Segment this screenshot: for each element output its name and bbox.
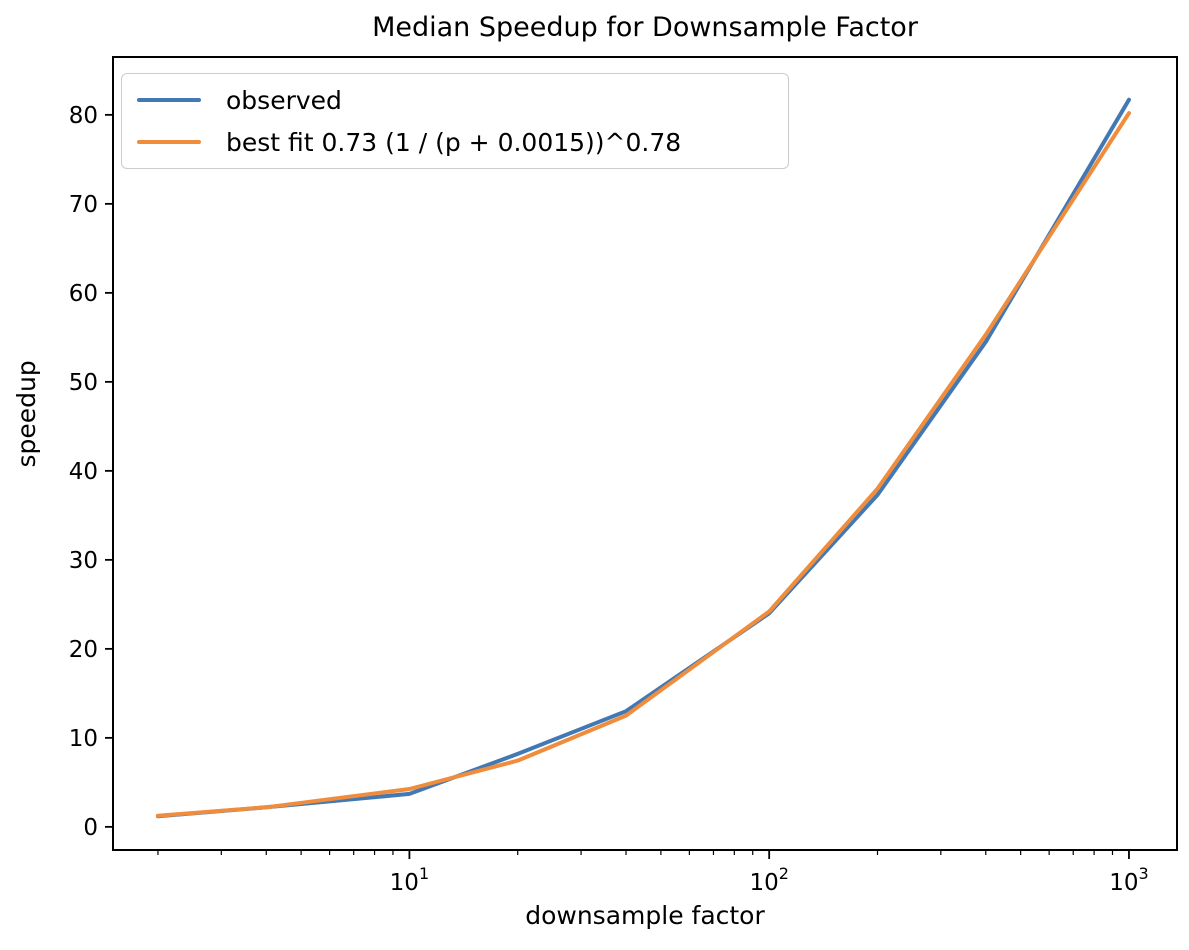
y-tick-label: 40 [69,459,98,485]
y-tick-label: 20 [69,637,98,663]
observed-line [155,97,1131,819]
best-fit-line [155,111,1131,818]
legend-label-observed: observed [226,85,342,115]
x-tick-label: 102 [749,864,788,896]
y-tick-label: 50 [69,370,98,396]
x-axis-label: downsample factor [525,901,765,930]
best-fit-line-swatch [137,140,201,144]
y-tick-label: 70 [69,192,98,218]
x-tick-label: 103 [1109,864,1148,896]
y-axis-label: speedup [12,360,41,468]
observed-line-swatch [137,98,201,102]
legend-entry-observed: observed [122,80,788,120]
legend: observed best fit 0.73 (1 / (p + 0.0015)… [121,73,789,169]
chart-title: Median Speedup for Downsample Factor [372,12,918,43]
y-tick-label: 10 [69,726,98,752]
y-tick-label: 60 [69,281,98,307]
y-tick-label: 80 [69,103,98,129]
y-tick-label: 0 [83,815,98,841]
legend-entry-best-fit: best fit 0.73 (1 / (p + 0.0015))^0.78 [122,122,788,162]
y-tick-label: 30 [69,548,98,574]
axes-spines [112,56,1178,851]
x-tick-label: 101 [390,864,429,896]
legend-label-best-fit: best fit 0.73 (1 / (p + 0.0015))^0.78 [226,127,682,157]
